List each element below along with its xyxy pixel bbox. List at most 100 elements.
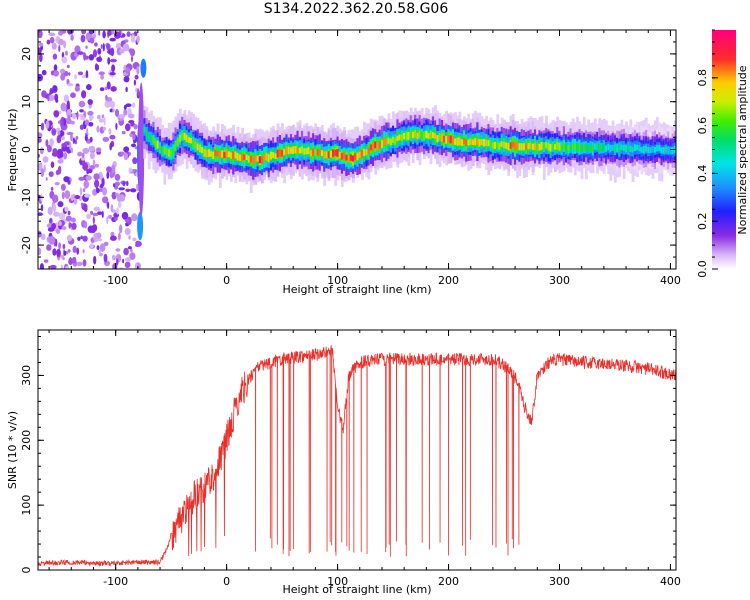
noise-blob — [125, 86, 128, 93]
ridge-cell — [192, 139, 195, 147]
ridge-cell — [487, 140, 491, 147]
noise-blob — [80, 34, 86, 43]
noise-blob — [51, 42, 57, 50]
ridge-cell — [667, 146, 670, 155]
noise-blob — [123, 247, 129, 256]
ridge-cell — [644, 145, 648, 152]
noise-blob — [96, 238, 103, 242]
ridge-cell — [560, 144, 564, 152]
ridge-cell — [234, 151, 238, 159]
ridge-cell — [598, 144, 602, 151]
ridge-cell — [223, 152, 227, 159]
ridge-cell — [631, 146, 635, 153]
noise-blob — [100, 183, 104, 189]
ridge-cell — [174, 142, 178, 150]
ridge-cell — [582, 143, 586, 151]
noise-blob — [135, 241, 142, 247]
ridge-cell — [427, 133, 431, 139]
noise-blob — [118, 187, 125, 191]
ridge-cell — [332, 149, 335, 158]
noise-blob — [88, 122, 94, 127]
ridge-cell — [585, 144, 588, 151]
noise-blob — [88, 54, 95, 61]
ridge-cell — [573, 143, 577, 150]
noise-blob — [84, 193, 91, 198]
noise-blob — [116, 194, 122, 202]
noise-blob — [118, 232, 121, 241]
noise-blob — [105, 94, 108, 101]
ridge-cell — [529, 141, 533, 149]
noise-blob — [65, 117, 72, 125]
noise-blob — [72, 256, 77, 264]
noise-blob — [57, 159, 64, 164]
ridge-cell — [281, 149, 284, 157]
noise-blob — [71, 120, 75, 125]
noise-blob — [76, 261, 83, 266]
noise-blob — [80, 156, 85, 161]
noise-blob — [58, 212, 66, 220]
noise-blob — [74, 139, 77, 145]
noise-blob — [47, 206, 53, 215]
noise-blob — [60, 73, 66, 81]
ridge-cell — [298, 147, 302, 154]
noise-blob — [113, 217, 118, 221]
noise-blob — [82, 162, 89, 171]
noise-blob — [86, 84, 92, 91]
noise-blob — [89, 243, 94, 249]
noise-blob — [96, 245, 100, 250]
noise-blob — [96, 125, 100, 133]
noise-blob — [109, 100, 115, 109]
noise-blob — [111, 254, 116, 261]
ridge-cell — [509, 142, 513, 149]
ridge-cell — [203, 148, 207, 157]
noise-blob — [125, 188, 131, 192]
noise-blob — [38, 30, 41, 33]
noise-blob — [99, 87, 105, 92]
noise-blob — [61, 143, 67, 148]
ridge-cell — [154, 140, 158, 147]
noise-blob — [122, 181, 126, 187]
y-tick-label: 300 — [20, 365, 33, 386]
noise-blob — [70, 34, 74, 41]
ridge-cell — [443, 135, 446, 143]
ridge-cell — [447, 134, 451, 143]
noise-blob — [118, 114, 126, 119]
ridge-cell — [454, 138, 457, 145]
noise-blob — [59, 110, 62, 115]
noise-blob — [125, 103, 132, 107]
noise-blob — [106, 43, 111, 51]
y-tick-label: -10 — [20, 188, 33, 206]
ridge-cell — [662, 147, 666, 154]
ridge-cell — [365, 149, 369, 156]
noise-blob — [41, 90, 47, 98]
ridge-cell — [514, 142, 517, 150]
noise-blob — [102, 196, 109, 204]
y-tick-label: 100 — [20, 495, 33, 516]
ridge-cell — [283, 148, 286, 156]
noise-blob — [53, 70, 59, 77]
ridge-cell — [547, 142, 551, 151]
ridge-cell — [258, 156, 262, 164]
ridge-cell — [580, 145, 584, 152]
noise-blob — [130, 248, 133, 253]
x-tick-label: 200 — [438, 274, 459, 287]
ridge-cell — [336, 149, 340, 157]
noise-blob — [83, 110, 87, 119]
ridge-cell — [207, 149, 211, 157]
noise-blob — [136, 66, 140, 75]
noise-blob — [46, 223, 53, 229]
ridge-cell — [576, 143, 579, 151]
noise-blob — [63, 176, 70, 183]
noise-blob — [108, 128, 112, 135]
noise-blob — [106, 166, 112, 173]
y-tick-label: 0 — [20, 146, 33, 153]
y-tick-label: 0 — [20, 567, 33, 574]
colorbar-gradient — [712, 30, 736, 269]
ridge-cell — [249, 155, 253, 163]
colorbar-axis: 0.0 0.2 0.4 0.6 0.8 — [696, 29, 718, 278]
ridge-cell — [338, 151, 342, 159]
ridge-cell — [296, 147, 300, 153]
ridge-cell — [602, 143, 606, 151]
ridge-cell — [423, 132, 426, 140]
